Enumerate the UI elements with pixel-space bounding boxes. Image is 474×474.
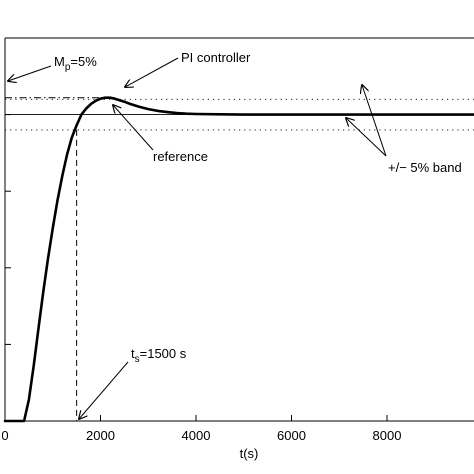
x-tick-label: 8000 (373, 428, 402, 443)
x-tick-label: 4000 (182, 428, 211, 443)
band-arrow-lower (346, 118, 387, 157)
mp-annotation: Mp=5% (54, 54, 97, 73)
tolerance-bands (5, 98, 474, 131)
x-tick-label: 0 (1, 428, 8, 443)
pi-controller-line (3, 96, 474, 423)
pi-controller-label: PI controller (181, 50, 251, 65)
pi-controller-arrow (125, 57, 179, 87)
tick-group: 0 2000 4000 6000 8000 (1, 114, 402, 443)
series-group (3, 96, 474, 423)
x-axis-label: t(s) (240, 446, 259, 461)
reference-arrow (113, 105, 154, 151)
x-tick-label: 2000 (86, 428, 115, 443)
guide-lines (5, 97, 108, 421)
ts-annotation: ts=1500 s (131, 346, 187, 365)
band-label: +/− 5% band (388, 160, 462, 175)
ts-arrow (79, 361, 129, 419)
band-arrow-upper (362, 85, 387, 157)
mp-arrow (8, 65, 52, 81)
reference-label: reference (153, 149, 208, 164)
x-tick-label: 6000 (277, 428, 306, 443)
